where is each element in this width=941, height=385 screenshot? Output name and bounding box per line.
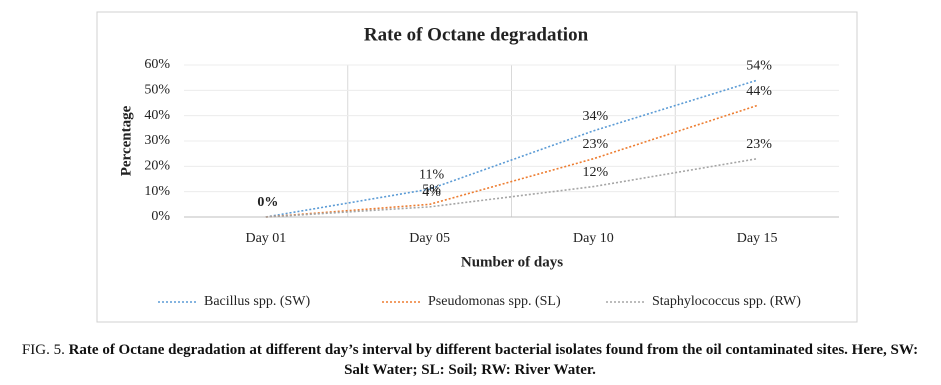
x-tick-label: Day 10 [573,231,614,246]
data-label: 23% [746,137,772,152]
series-line [265,104,758,218]
x-tick-label: Day 01 [245,231,286,246]
chart-title: Rate of Octane degradation [364,24,589,45]
y-tick-label: 50% [144,83,170,98]
x-tick-label: Day 15 [737,231,778,246]
data-label: 5% [422,183,441,198]
y-tick-label: 20% [144,159,170,174]
data-label: 44% [746,84,772,99]
chart: Rate of Octane degradation Percentage Nu… [96,11,858,323]
data-label: 23% [583,137,609,152]
data-label: 34% [583,109,609,124]
data-label: 54% [746,58,772,73]
chart-frame [96,11,858,323]
data-label: 0% [257,195,278,210]
y-tick-label: 10% [144,184,170,199]
legend-label: Bacillus spp. (SW) [204,294,310,309]
series-line [265,79,758,218]
legend-label: Pseudomonas spp. (SL) [428,294,561,309]
data-label: 11% [419,167,444,182]
y-axis-title: Percentage [118,105,134,176]
legend-label: Staphylococcus spp. (RW) [652,294,801,309]
data-label: 12% [583,165,609,180]
data-label: 4% [422,185,441,200]
x-axis-title: Number of days [461,254,563,270]
x-tick-label: Day 05 [409,231,450,246]
caption: FIG. 5. Rate of Octane degradation at di… [20,340,920,380]
y-tick-label: 60% [144,57,170,72]
caption-text: Rate of Octane degradation at different … [68,342,919,378]
y-tick-label: 40% [144,108,170,123]
caption-label: FIG. 5. [21,342,65,358]
y-tick-label: 0% [151,209,170,224]
series-line [265,157,758,218]
y-tick-label: 30% [144,133,170,148]
